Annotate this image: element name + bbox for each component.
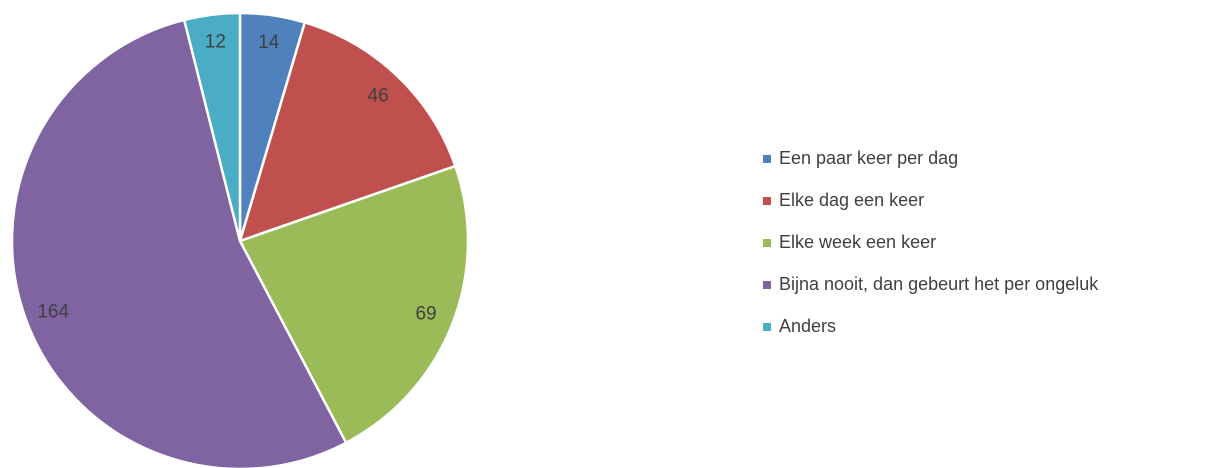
pie-slice <box>10 18 348 468</box>
data-label: 69 <box>415 303 436 324</box>
legend-swatch <box>763 281 771 289</box>
data-label: 12 <box>205 32 226 53</box>
pie-slice <box>182 11 242 242</box>
legend-label: Elke week een keer <box>779 232 936 252</box>
legend-swatch <box>763 197 771 205</box>
legend-label: Anders <box>779 316 836 336</box>
data-label: 164 <box>37 302 69 323</box>
legend-label: Bijna nooit, dan gebeurt het per ongeluk <box>779 274 1099 294</box>
pie-slice <box>238 164 470 445</box>
pie-slice <box>238 20 457 243</box>
legend-label: Elke dag een keer <box>779 190 924 210</box>
data-label: 14 <box>258 32 280 53</box>
legend-label: Een paar keer per dag <box>779 148 958 168</box>
legend-swatch <box>763 239 771 247</box>
legend-swatch <box>763 155 771 163</box>
legend-swatch <box>763 323 771 331</box>
data-label: 46 <box>368 85 389 106</box>
